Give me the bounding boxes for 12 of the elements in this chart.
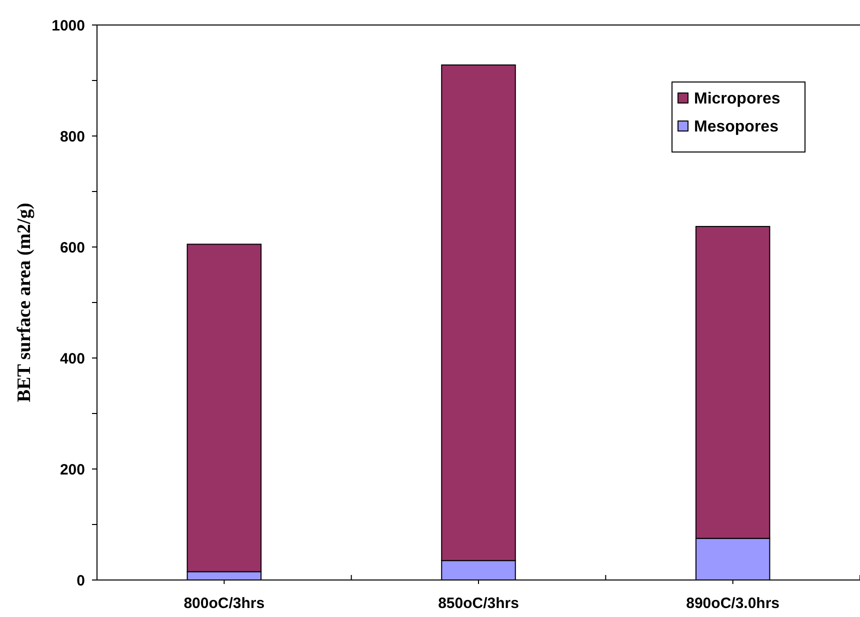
- y-tick-label: 800: [60, 128, 85, 146]
- legend-label: Micropores: [694, 90, 780, 108]
- x-tick-label: 850oC/3hrs: [438, 595, 519, 612]
- y-tick-label: 0: [76, 572, 85, 590]
- legend-label: Mesopores: [694, 118, 779, 136]
- y-tick-label: 200: [60, 461, 85, 478]
- y-tick-label: 1000: [52, 17, 85, 34]
- x-tick-label: 890oC/3.0hrs: [686, 595, 780, 612]
- y-axis-title: BET surface area (m2/g): [14, 202, 35, 402]
- x-tick-label: 800oC/3hrs: [184, 595, 265, 612]
- y-tick-label: 400: [60, 350, 85, 368]
- y-tick-label: 600: [60, 239, 85, 256]
